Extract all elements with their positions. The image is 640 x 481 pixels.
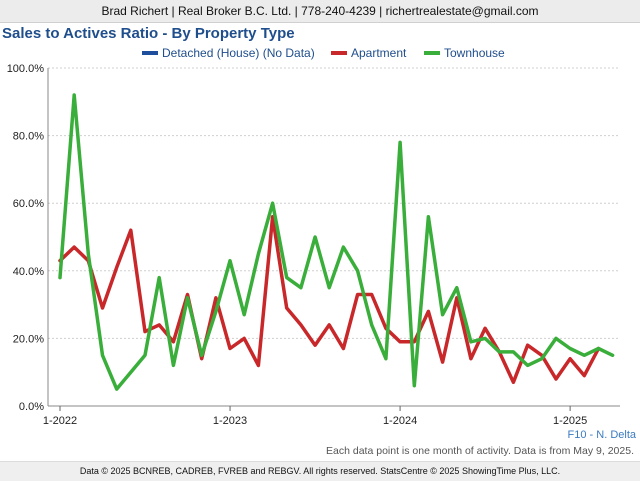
contact-header: Brad Richert | Real Broker B.C. Ltd. | 7… bbox=[0, 0, 640, 23]
chart-title: Sales to Actives Ratio - By Property Typ… bbox=[2, 25, 295, 42]
copyright-text: Data © 2025 BCNREB, CADREB, FVREB and RE… bbox=[79, 466, 561, 476]
legend-swatch bbox=[142, 51, 158, 55]
legend-label: Townhouse bbox=[444, 46, 505, 60]
x-tick-label: 1-2023 bbox=[213, 415, 247, 427]
series-line-townhouse bbox=[58, 93, 615, 391]
x-tick-label: 1-2024 bbox=[383, 415, 417, 427]
line-chart: 0.0% 20.0% 40.0% 60.0% 80.0% 100.0% 1-2022 1-20… bbox=[7, 46, 620, 427]
x-tick-label: 1-2025 bbox=[553, 415, 587, 427]
legend-swatch bbox=[331, 51, 347, 55]
y-tick-label: 60.0% bbox=[13, 198, 44, 210]
footnote: Each data point is one month of activity… bbox=[326, 445, 634, 457]
contact-line: Brad Richert | Real Broker B.C. Ltd. | 7… bbox=[101, 4, 539, 18]
y-tick-label: 80.0% bbox=[13, 131, 44, 143]
y-tick-label: 40.0% bbox=[13, 266, 44, 278]
y-tick-label: 0.0% bbox=[19, 401, 44, 413]
y-tick-label: 20.0% bbox=[13, 333, 44, 345]
copyright-footer: Data © 2025 BCNREB, CADREB, FVREB and RE… bbox=[0, 461, 640, 481]
legend-label: Apartment bbox=[351, 46, 407, 60]
region-label: F10 - N. Delta bbox=[567, 429, 636, 441]
y-tick-label: 100.0% bbox=[7, 63, 45, 75]
legend-label: Detached (House) (No Data) bbox=[162, 46, 315, 60]
legend-swatch bbox=[424, 51, 440, 55]
x-tick-label: 1-2022 bbox=[43, 415, 77, 427]
plot-area bbox=[48, 68, 620, 406]
